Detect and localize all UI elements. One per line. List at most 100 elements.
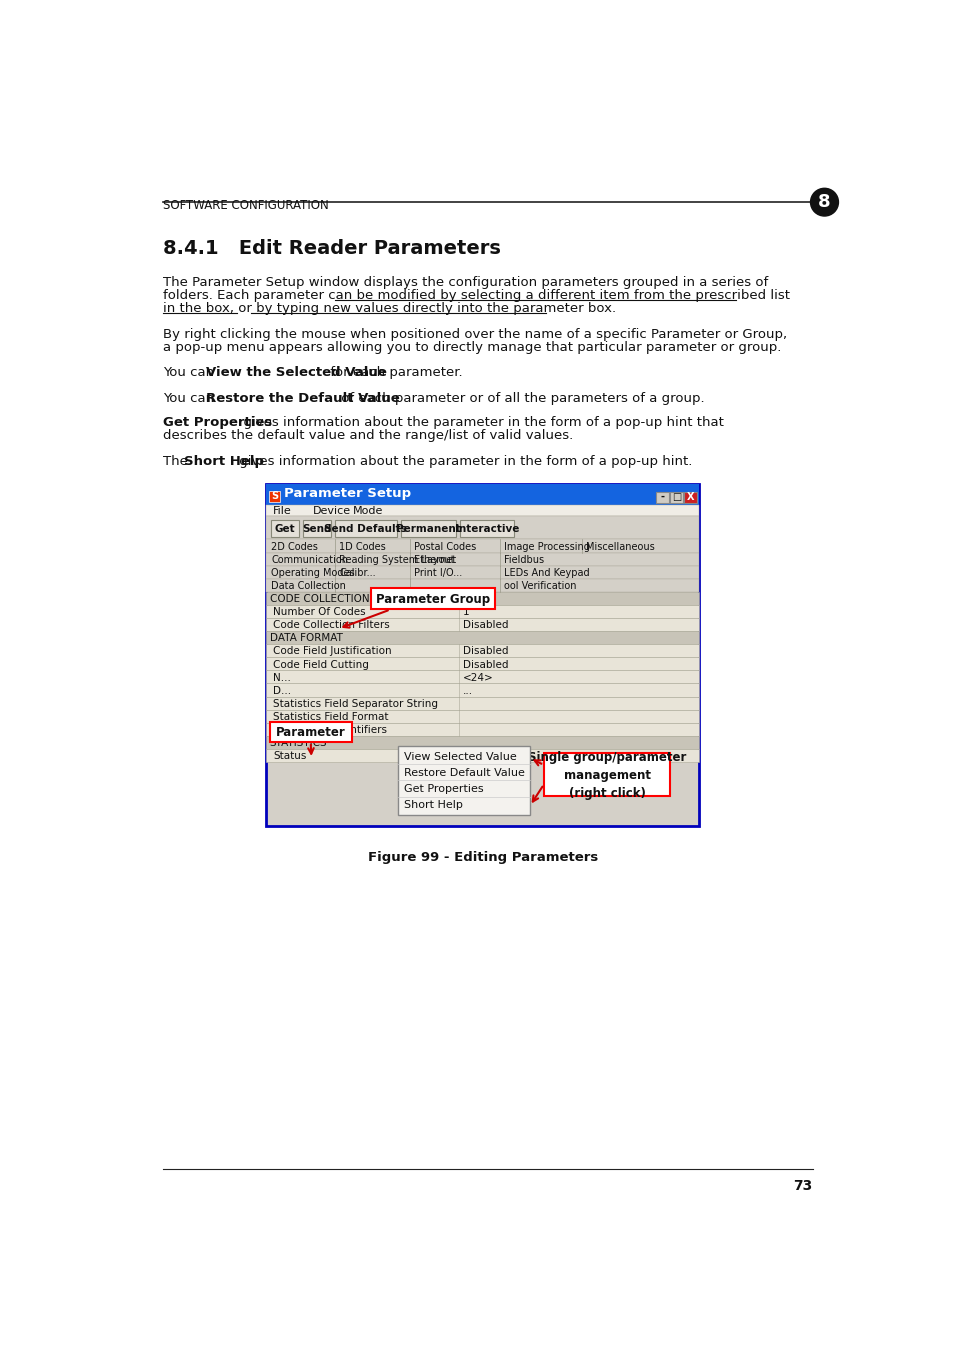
FancyBboxPatch shape (459, 520, 514, 538)
Text: Communication: Communication (271, 555, 348, 565)
Text: 73: 73 (793, 1178, 812, 1193)
Text: Parameter Group: Parameter Group (375, 593, 490, 607)
Text: Disabled: Disabled (462, 751, 508, 761)
FancyBboxPatch shape (397, 746, 530, 815)
Text: ool Verification: ool Verification (503, 581, 576, 590)
FancyBboxPatch shape (266, 644, 699, 657)
Text: Status: Status (274, 751, 307, 761)
Text: in the box, or by typing new values directly into the parameter box.: in the box, or by typing new values dire… (163, 303, 616, 315)
Text: 8: 8 (818, 193, 830, 211)
Text: CODE COLLECTION: CODE COLLECTION (270, 594, 369, 604)
Text: X: X (686, 492, 694, 503)
Text: You can: You can (163, 366, 218, 380)
FancyBboxPatch shape (683, 492, 696, 503)
FancyBboxPatch shape (266, 723, 699, 736)
Text: describes the default value and the range/list of valid values.: describes the default value and the rang… (163, 430, 573, 442)
Text: Postal Codes: Postal Codes (414, 542, 476, 551)
FancyBboxPatch shape (266, 592, 699, 605)
Text: gives information about the parameter in the form of a pop-up hint that: gives information about the parameter in… (235, 416, 723, 430)
Text: Send: Send (302, 524, 332, 534)
Text: Device: Device (313, 507, 351, 516)
FancyBboxPatch shape (266, 748, 699, 762)
FancyBboxPatch shape (266, 736, 699, 748)
Text: N...: N... (274, 673, 291, 682)
Text: 1: 1 (462, 607, 469, 617)
Text: Parameter Setup: Parameter Setup (283, 488, 410, 500)
Text: 1D Codes: 1D Codes (339, 542, 386, 551)
Text: LEDs And Keypad: LEDs And Keypad (503, 567, 589, 578)
FancyBboxPatch shape (266, 670, 699, 684)
FancyBboxPatch shape (271, 520, 298, 538)
Text: Disabled: Disabled (462, 620, 508, 631)
Text: for each parameter.: for each parameter. (326, 366, 462, 380)
Text: Statistics Field Separator String: Statistics Field Separator String (274, 698, 438, 709)
FancyBboxPatch shape (266, 553, 699, 566)
FancyBboxPatch shape (266, 484, 699, 505)
FancyBboxPatch shape (400, 520, 456, 538)
Text: □: □ (671, 492, 680, 503)
Text: Send Defaults: Send Defaults (324, 524, 407, 534)
Text: Disabled: Disabled (462, 659, 508, 670)
Text: SOFTWARE CONFIGURATION: SOFTWARE CONFIGURATION (163, 199, 329, 212)
Text: folders. Each parameter can be modified by selecting a different item from the p: folders. Each parameter can be modified … (163, 289, 790, 303)
Text: D...: D... (274, 686, 292, 696)
Text: gives information about the parameter in the form of a pop-up hint.: gives information about the parameter in… (235, 455, 692, 469)
FancyBboxPatch shape (270, 721, 352, 742)
FancyBboxPatch shape (335, 520, 396, 538)
Text: Get Properties: Get Properties (163, 416, 273, 430)
Circle shape (810, 188, 838, 216)
Text: 8.4.1   Edit Reader Parameters: 8.4.1 Edit Reader Parameters (163, 239, 500, 258)
Text: The Parameter Setup window displays the configuration parameters grouped in a se: The Parameter Setup window displays the … (163, 276, 768, 289)
FancyBboxPatch shape (266, 697, 699, 709)
FancyBboxPatch shape (266, 539, 699, 553)
Text: Get Properties: Get Properties (404, 785, 483, 794)
FancyBboxPatch shape (266, 505, 699, 516)
FancyBboxPatch shape (266, 657, 699, 670)
Text: Interactive: Interactive (455, 524, 519, 534)
Text: Restore Default Value: Restore Default Value (404, 769, 525, 778)
Text: Get: Get (274, 524, 295, 534)
Text: Restore the Default Value: Restore the Default Value (206, 392, 399, 404)
Text: Single group/parameter
management
(right click): Single group/parameter management (right… (527, 751, 685, 800)
Text: 2D Codes: 2D Codes (271, 542, 317, 551)
Text: Disabled: Disabled (462, 647, 508, 657)
Text: Reading System Layout: Reading System Layout (339, 555, 455, 565)
Text: Image Processing: Image Processing (503, 542, 589, 551)
Text: of each parameter or of all the parameters of a group.: of each parameter or of all the paramete… (336, 392, 704, 404)
Text: The: The (163, 455, 193, 469)
Text: a pop-up menu appears allowing you to directly manage that particular parameter : a pop-up menu appears allowing you to di… (163, 340, 781, 354)
FancyBboxPatch shape (266, 684, 699, 697)
Text: Symbology Identifiers: Symbology Identifiers (274, 725, 387, 735)
FancyBboxPatch shape (266, 617, 699, 631)
Text: You can: You can (163, 392, 218, 404)
Text: Statistics Field Format: Statistics Field Format (274, 712, 389, 721)
Text: Ethernet: Ethernet (414, 555, 456, 565)
FancyBboxPatch shape (670, 492, 682, 503)
Text: Code Collection Filters: Code Collection Filters (274, 620, 390, 631)
Text: S: S (271, 492, 278, 501)
Text: Number Of Codes: Number Of Codes (274, 607, 366, 617)
FancyBboxPatch shape (543, 754, 670, 796)
FancyBboxPatch shape (269, 490, 280, 503)
FancyBboxPatch shape (266, 605, 699, 617)
Text: Figure 99 - Editing Parameters: Figure 99 - Editing Parameters (367, 851, 598, 865)
Text: -: - (659, 492, 664, 503)
Text: Miscellaneous: Miscellaneous (585, 542, 654, 551)
FancyBboxPatch shape (656, 492, 668, 503)
FancyBboxPatch shape (266, 566, 699, 578)
Text: File: File (273, 507, 292, 516)
Text: Code Field Justification: Code Field Justification (274, 647, 392, 657)
FancyBboxPatch shape (266, 484, 699, 825)
Text: ...: ... (462, 686, 472, 696)
Text: Code Field Cutting: Code Field Cutting (274, 659, 369, 670)
Text: Short Help: Short Help (404, 800, 463, 811)
Text: Print I/O...: Print I/O... (414, 567, 461, 578)
FancyBboxPatch shape (303, 520, 331, 538)
Text: By right clicking the mouse when positioned over the name of a specific Paramete: By right clicking the mouse when positio… (163, 328, 787, 340)
Text: View the Selected Value: View the Selected Value (206, 366, 387, 380)
Text: Calibr...: Calibr... (339, 567, 375, 578)
Text: <24>: <24> (462, 673, 493, 682)
Text: Fieldbus: Fieldbus (503, 555, 543, 565)
FancyBboxPatch shape (266, 578, 699, 592)
Text: DATA FORMAT: DATA FORMAT (270, 634, 342, 643)
